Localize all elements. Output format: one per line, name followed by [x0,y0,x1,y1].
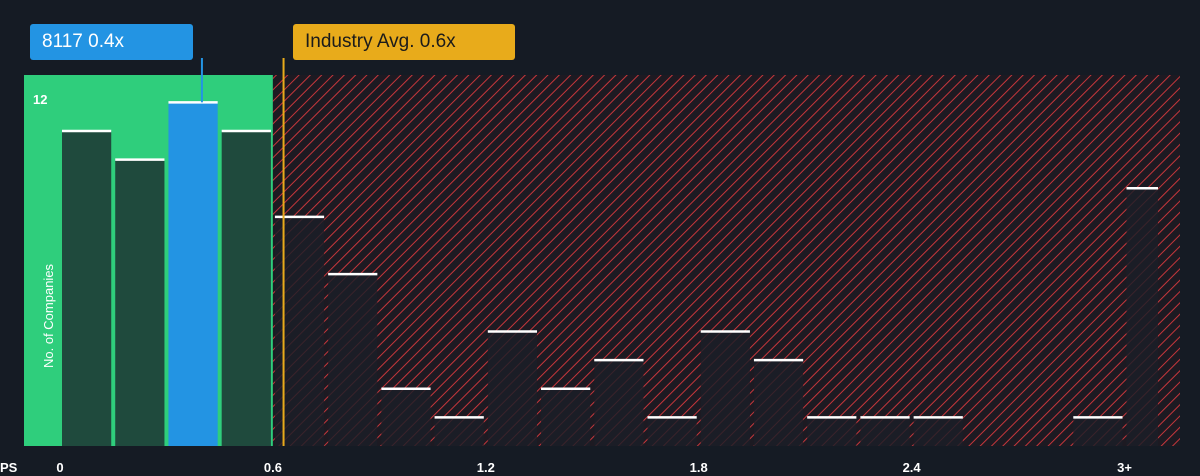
industry-avg-tag: Industry Avg. 0.6x [293,24,515,60]
histogram-bar [274,216,325,446]
x-tick-label: 0 [56,460,64,475]
histogram-bar [487,331,538,446]
x-tick-label: 0.6 [263,460,282,475]
histogram-bar [115,159,165,446]
histogram-bar [594,360,644,446]
x-tick-label: 3+ [1117,460,1132,475]
histogram-bar [221,130,271,446]
histogram-bar [647,417,697,446]
histogram-bar [860,417,910,446]
x-axis-unit: PS [0,460,18,475]
histogram-bar [541,388,591,446]
x-tick-label: 2.4 [902,460,921,475]
histogram-bar [328,274,378,446]
histogram-bar [913,417,963,446]
histogram-bars [62,101,1158,447]
y-tick-label: 12 [33,92,48,107]
x-tick-label: 1.2 [476,460,495,475]
histogram-bar [381,388,431,446]
histogram-bar [434,417,484,446]
histogram-bar [1073,417,1123,446]
histogram-bar [62,130,112,446]
histogram-bar [807,417,857,446]
histogram-bar [753,360,804,446]
y-axis-label: No. of Companies [41,263,56,368]
histogram-bar [168,102,218,446]
histogram-bar [1126,188,1158,447]
company-ps-tag: 8117 0.4x [30,24,193,60]
histogram-bar [700,331,750,446]
x-tick-label: 1.8 [689,460,708,475]
